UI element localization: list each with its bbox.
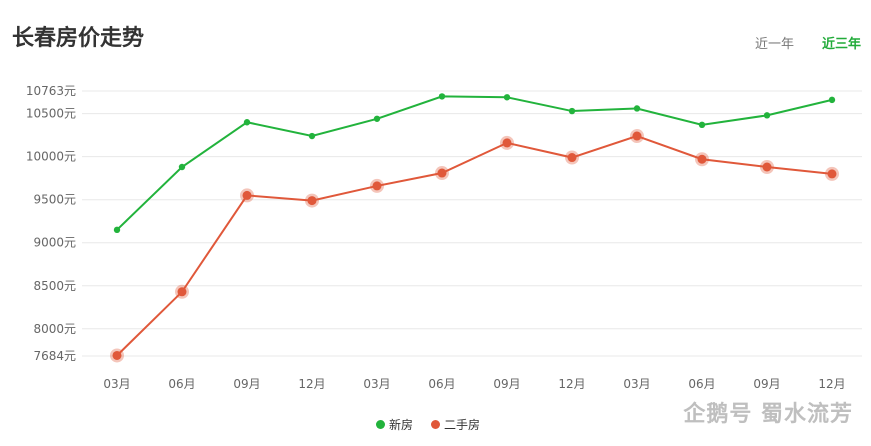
x-tick-label: 09月 (493, 377, 520, 391)
x-tick-label: 09月 (233, 377, 260, 391)
legend-item-new[interactable]: 新房 (376, 416, 413, 433)
y-tick-label: 10000元 (26, 150, 76, 164)
data-point (633, 105, 641, 112)
tab-three-years[interactable]: 近三年 (821, 37, 861, 52)
x-tick-label: 03月 (623, 377, 650, 391)
data-point (763, 112, 771, 119)
watermark: 企鹅号 蜀水流芳 (683, 402, 853, 427)
y-tick-label: 7684元 (33, 349, 76, 363)
y-tick-label: 9000元 (33, 236, 76, 250)
series-line-0 (116, 95, 833, 231)
series-line-1 (116, 134, 833, 357)
x-tick-label: 03月 (363, 377, 390, 391)
data-point (373, 115, 381, 122)
x-tick-label: 03月 (103, 377, 130, 391)
page-title: 长春房价走势 (12, 26, 145, 51)
data-point (632, 131, 642, 141)
data-point (437, 168, 447, 178)
data-point (177, 287, 187, 297)
data-point (502, 138, 512, 148)
y-tick-label: 10763元 (26, 84, 76, 98)
data-point (568, 107, 576, 115)
x-tick-label: 12月 (558, 377, 585, 391)
data-point (762, 162, 772, 172)
data-point (697, 154, 707, 164)
data-point (112, 350, 122, 360)
data-point (567, 153, 577, 163)
x-tick-label: 06月 (688, 377, 715, 391)
data-point (243, 119, 251, 126)
data-point (698, 121, 706, 129)
x-tick-label: 12月 (298, 377, 325, 391)
legend-item-second[interactable]: 二手房 (431, 416, 480, 433)
chart-legend: 新房 二手房 (376, 416, 480, 433)
data-point (113, 226, 121, 234)
legend-dot-new (376, 420, 385, 429)
tab-one-year[interactable]: 近一年 (754, 37, 794, 52)
x-tick-label: 06月 (168, 377, 195, 391)
y-tick-label: 9500元 (33, 193, 76, 207)
legend-label-second: 二手房 (444, 418, 481, 432)
time-range-tabs: 近一年 近三年 (755, 33, 861, 52)
data-point (438, 93, 446, 100)
data-point (372, 181, 382, 191)
y-tick-label: 8500元 (33, 279, 76, 293)
data-point (503, 94, 511, 101)
y-tick-label: 8000元 (33, 322, 76, 336)
x-tick-label: 09月 (753, 377, 780, 391)
data-point (242, 190, 252, 200)
data-point (828, 96, 836, 104)
data-point (178, 163, 186, 171)
data-point (307, 196, 317, 206)
y-tick-label: 10500元 (26, 107, 76, 121)
data-point (308, 132, 316, 140)
legend-dot-second (431, 420, 441, 429)
x-tick-label: 12月 (818, 377, 845, 391)
x-tick-label: 06月 (428, 377, 455, 391)
data-point (827, 169, 837, 179)
legend-label-new: 新房 (389, 418, 414, 432)
